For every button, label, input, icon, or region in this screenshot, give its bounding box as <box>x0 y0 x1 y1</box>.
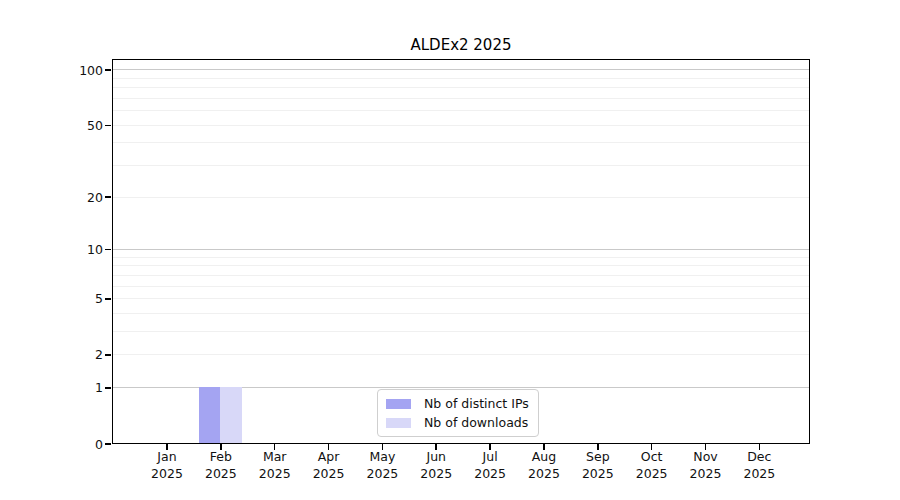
gridline-minor <box>113 275 809 276</box>
y-tick <box>105 196 111 198</box>
gridline-major <box>113 249 809 250</box>
legend: Nb of distinct IPs Nb of downloads <box>377 389 539 437</box>
y-tick-label: 100 <box>0 62 103 79</box>
gridline-minor <box>113 197 809 198</box>
gridline-minor <box>113 98 809 99</box>
y-tick <box>105 69 111 71</box>
gridline-minor <box>113 87 809 88</box>
x-tick-label: Dec 2025 <box>727 449 791 482</box>
gridline-major <box>113 69 809 70</box>
gridline-minor <box>113 331 809 332</box>
gridline-minor <box>113 354 809 355</box>
legend-label-distinct-ips: Nb of distinct IPs <box>424 396 529 411</box>
legend-label-downloads: Nb of downloads <box>424 415 528 430</box>
y-tick <box>105 249 111 251</box>
bar-nb-of-distinct-ips-feb-2025 <box>199 387 221 443</box>
y-tick-label: 10 <box>0 241 103 258</box>
y-tick <box>105 125 111 127</box>
y-tick <box>105 354 111 356</box>
y-tick-label: 50 <box>0 117 103 134</box>
legend-item-downloads: Nb of downloads <box>386 415 529 430</box>
legend-swatch-distinct-ips <box>386 399 411 409</box>
gridline-minor <box>113 142 809 143</box>
y-tick-label: 5 <box>0 290 103 307</box>
y-tick-label: 0 <box>0 436 103 453</box>
bar-nb-of-downloads-feb-2025 <box>220 387 242 443</box>
y-tick <box>105 387 111 389</box>
gridline-minor <box>113 313 809 314</box>
y-tick <box>105 298 111 300</box>
gridline-minor <box>113 298 809 299</box>
y-tick-label: 1 <box>0 379 103 396</box>
legend-swatch-downloads <box>386 418 411 428</box>
gridline-minor <box>113 110 809 111</box>
gridline-minor <box>113 265 809 266</box>
gridline-minor <box>113 257 809 258</box>
gridline-minor <box>113 78 809 79</box>
chart-title: ALDEx2 2025 <box>112 36 810 54</box>
figure: ALDEx2 2025 Nb of distinct IPs Nb of dow… <box>0 0 900 500</box>
gridline-minor <box>113 286 809 287</box>
y-tick-label: 2 <box>0 346 103 363</box>
gridline-minor <box>113 165 809 166</box>
y-tick <box>105 443 111 445</box>
y-tick-label: 20 <box>0 189 103 206</box>
plot-area: Nb of distinct IPs Nb of downloads <box>112 59 810 444</box>
legend-item-distinct-ips: Nb of distinct IPs <box>386 396 529 411</box>
gridline-minor <box>113 125 809 126</box>
